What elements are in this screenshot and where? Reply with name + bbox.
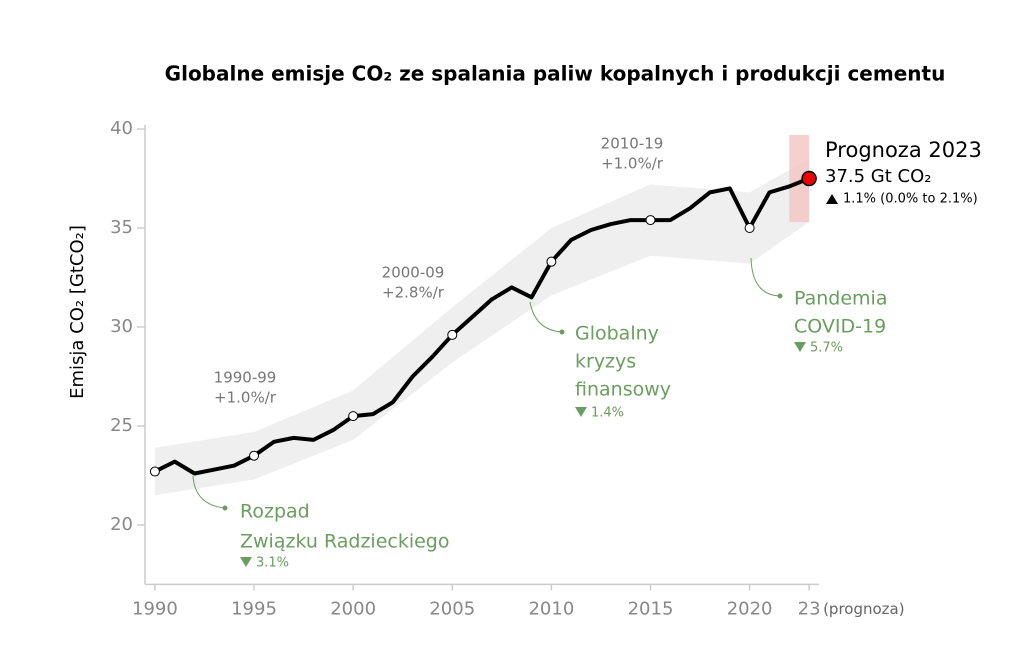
leader-line (529, 301, 563, 333)
marker (348, 411, 359, 422)
y-axis-label: Emisja CO₂ [GtCO₂] (67, 225, 88, 399)
y-tick-label: 25 (110, 415, 133, 436)
period-label: +2.8%/r (382, 284, 445, 302)
event-label: Globalny (575, 323, 659, 345)
x-tick-label: 2005 (429, 598, 475, 619)
x-tick-label: 2015 (628, 598, 674, 619)
event-label: kryzys (575, 351, 636, 373)
period-label: 2000-09 (382, 264, 445, 282)
emissions-line (154, 176, 810, 476)
projection-range (789, 134, 810, 223)
x-tick-label: 1990 (132, 598, 178, 619)
period-label: +1.0%/r (601, 155, 664, 173)
x-tick-label: 2000 (330, 598, 376, 619)
forecast-marker (801, 170, 817, 187)
up-triangle (826, 194, 838, 204)
leader-dot (559, 329, 565, 335)
x-tick-label: 2010 (528, 598, 574, 619)
x-tick-label: 1995 (231, 598, 277, 619)
period-label: +1.0%/r (214, 389, 277, 407)
leader-dot (222, 505, 228, 511)
event-label: Związku Radzieckiego (240, 531, 449, 553)
down-triangle (240, 557, 252, 567)
forecast-title: Prognoza 2023 (825, 138, 982, 162)
uncertainty-band (154, 158, 810, 496)
leader-line (750, 257, 781, 297)
x-note: (prognoza) (823, 600, 905, 618)
down-triangle (575, 407, 587, 417)
period-label: 2010-19 (601, 135, 664, 153)
event-change: 3.1% (256, 556, 289, 571)
marker (546, 256, 557, 267)
event-change: 5.7% (810, 341, 843, 356)
period-label: 1990-99 (214, 369, 277, 387)
event-label: Pandemia (794, 288, 887, 310)
x-tick-label: 23 (798, 598, 821, 619)
y-tick-label: 20 (110, 514, 133, 535)
leader-line (192, 475, 226, 509)
marker (744, 223, 755, 233)
forecast-value: 37.5 Gt CO₂ (825, 166, 931, 187)
event-label: Rozpad (240, 501, 310, 523)
marker (249, 450, 260, 461)
event-label: COVID-19 (794, 316, 886, 338)
chart-title: Globalne emisje CO₂ ze spalania paliw ko… (165, 62, 946, 86)
event-change: 1.4% (591, 406, 624, 421)
y-tick-label: 35 (110, 217, 133, 238)
down-triangle (794, 342, 806, 352)
forecast-change: 1.1% (0.0% to 2.1%) (843, 192, 978, 207)
event-label: finansowy (575, 379, 671, 401)
y-tick-label: 40 (110, 118, 133, 139)
leader-dot (777, 293, 783, 299)
y-tick-label: 30 (110, 316, 133, 337)
marker (645, 215, 656, 226)
marker (149, 466, 160, 477)
x-tick-label: 2020 (727, 598, 773, 619)
marker (447, 329, 458, 340)
